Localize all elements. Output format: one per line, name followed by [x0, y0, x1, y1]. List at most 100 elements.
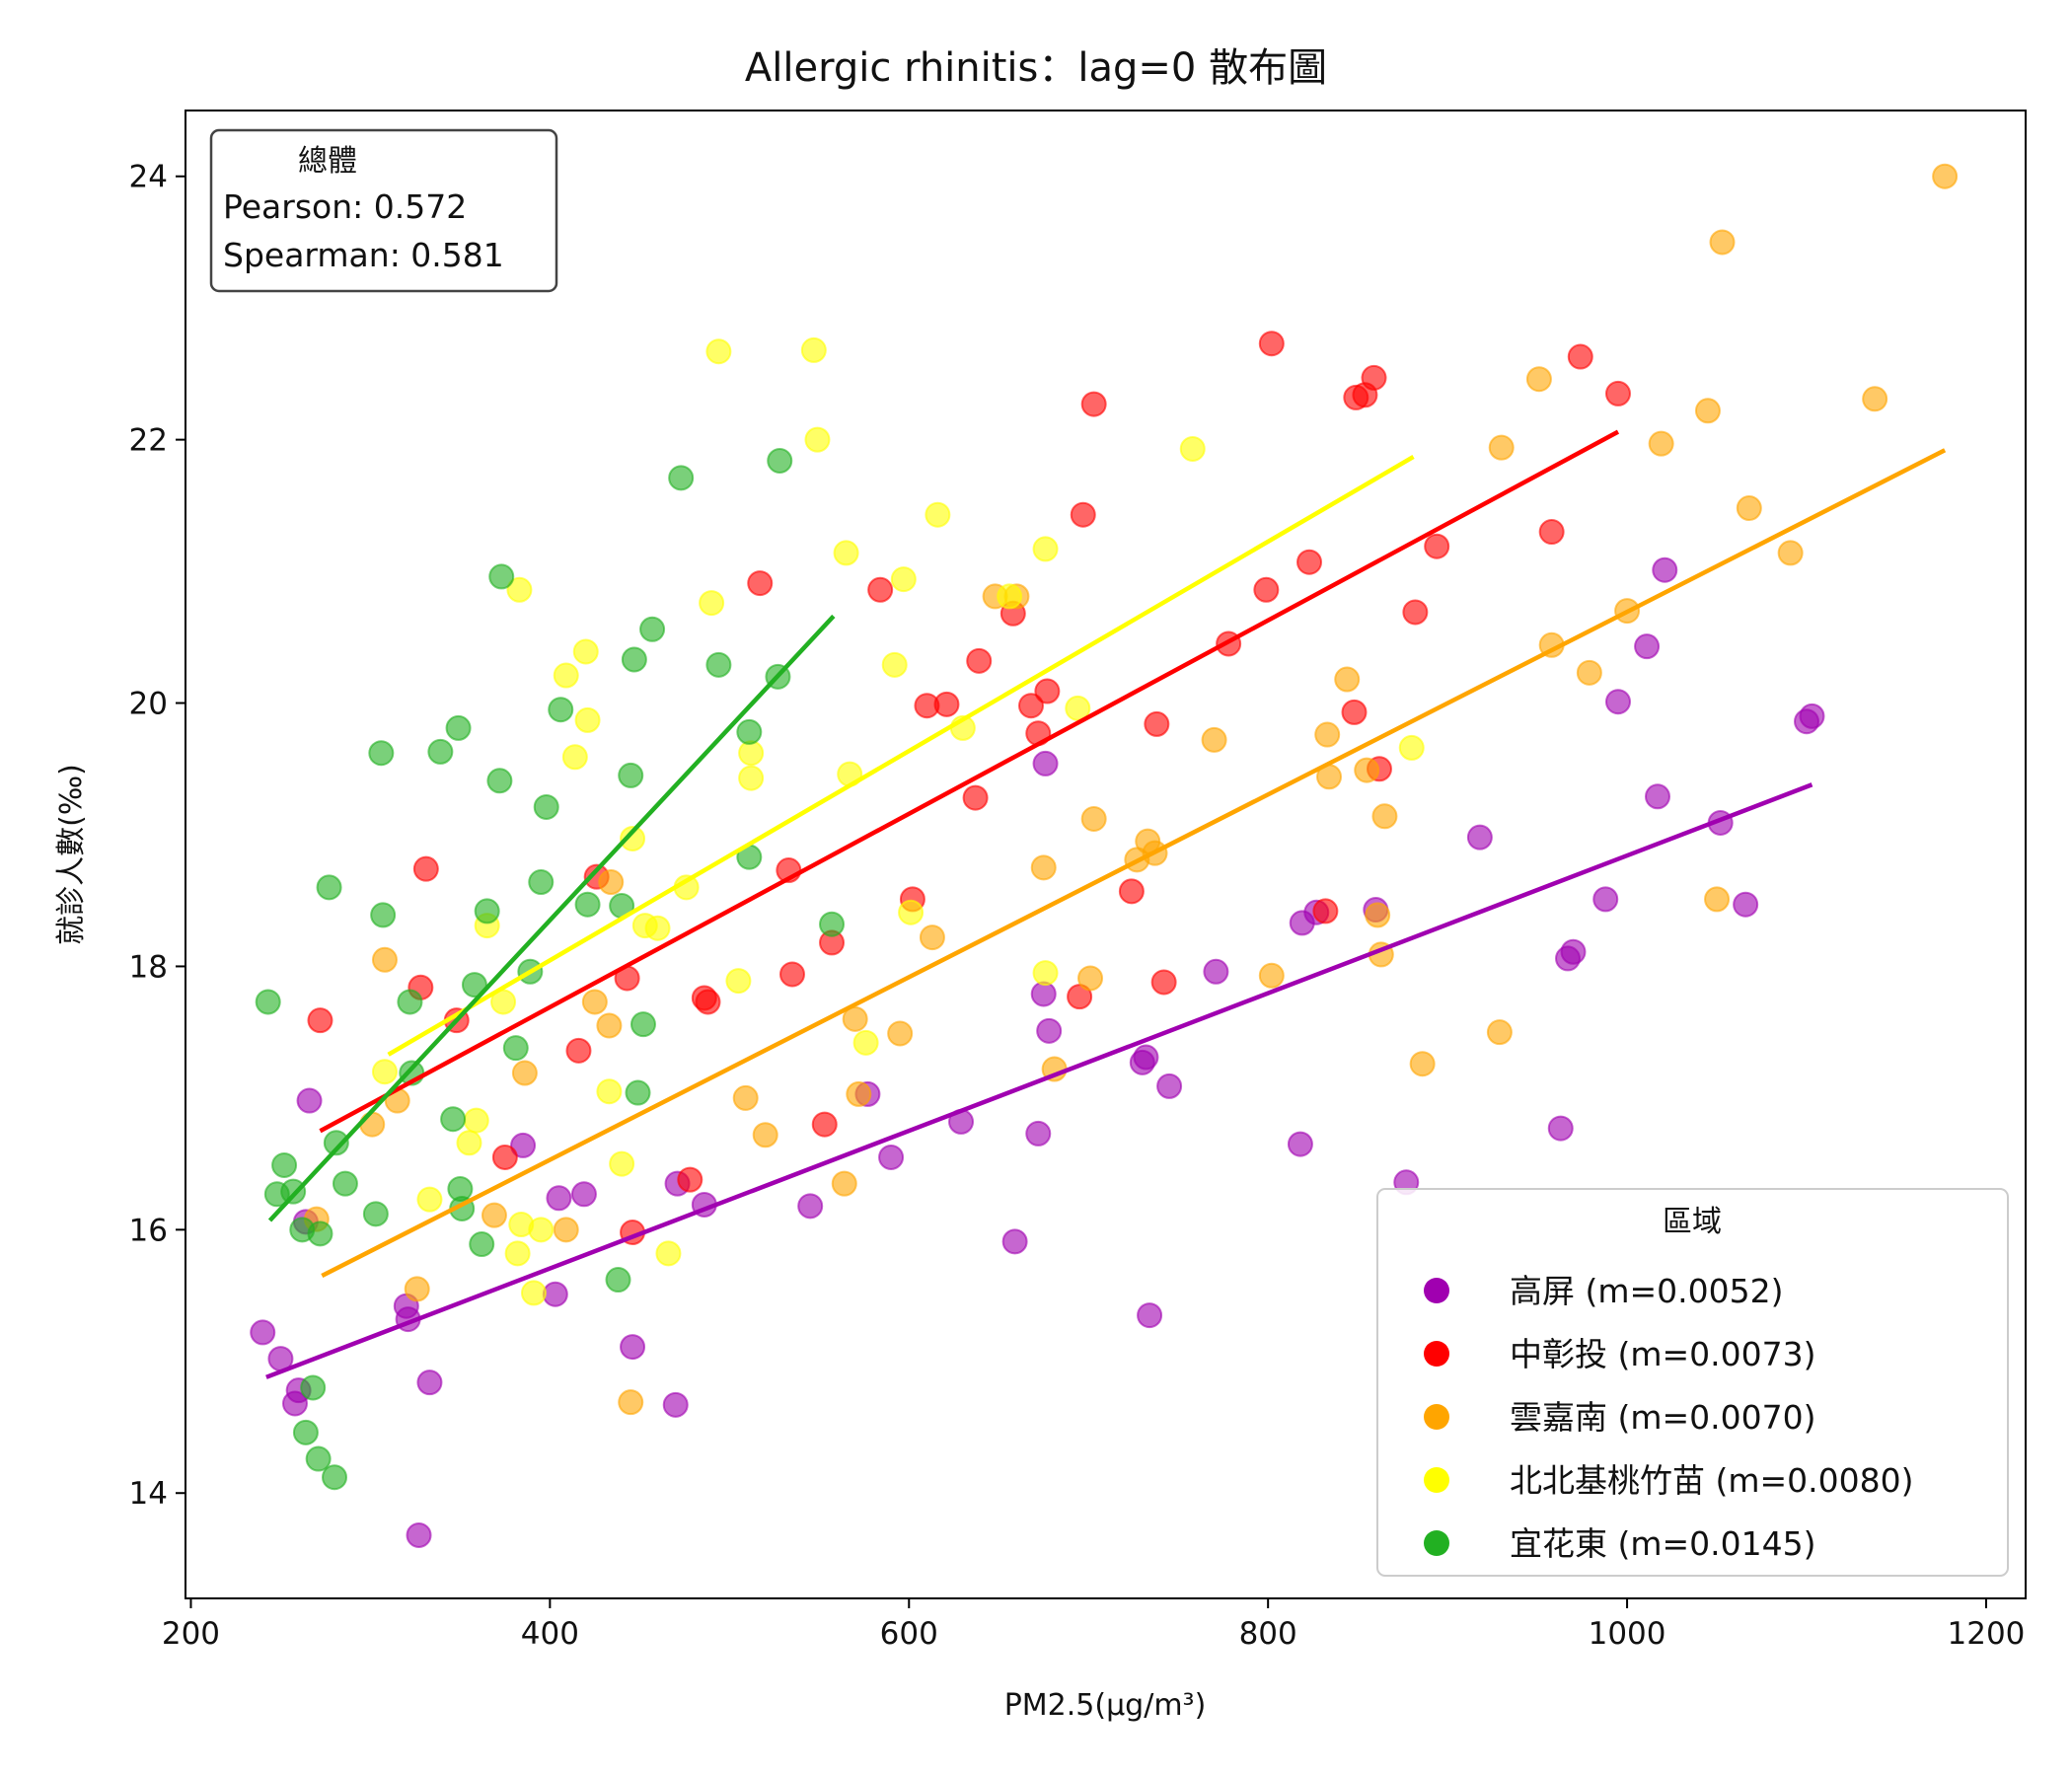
y-tick-label: 14: [129, 1476, 168, 1512]
scatter-point: [1604, 689, 1631, 715]
scatter-point: [486, 768, 513, 794]
scatter-point: [1354, 757, 1380, 783]
scatter-point: [621, 646, 647, 673]
scatter-point: [1258, 331, 1285, 357]
legend: 區域 高屏 (m=0.0052) 中彰投 (m=0.0073) 雲嘉南 (m=0.0…: [1376, 1188, 2009, 1577]
scatter-point: [1080, 391, 1107, 417]
scatter-point: [1538, 519, 1565, 546]
legend-marker: [1424, 1278, 1449, 1303]
pearson-value: Pearson: 0.572: [223, 187, 467, 226]
y-axis-ticks: 14 16 18 20 22 24: [129, 160, 185, 1512]
scatter-point: [890, 566, 917, 593]
scatter-point: [1709, 229, 1736, 256]
scatter-point: [618, 1389, 644, 1416]
scatter-point: [1694, 398, 1721, 424]
plot-frame: [185, 110, 2027, 1599]
scatter-point: [881, 651, 908, 678]
stats-box-title: 總體: [298, 144, 357, 179]
y-tick-label: 16: [129, 1213, 168, 1248]
scatter-point: [1862, 386, 1888, 412]
scatter-point: [316, 874, 342, 901]
scatter-point: [677, 1166, 703, 1193]
scatter-point: [511, 1060, 538, 1086]
scatter-point: [1032, 536, 1059, 562]
legend-marker: [1424, 1404, 1449, 1430]
scatter-point: [1652, 556, 1678, 583]
scatter-point: [416, 1186, 443, 1213]
scatter-point: [738, 740, 765, 767]
scatter-point: [842, 1005, 868, 1032]
x-axis-label: PM2.5(μg/m³): [1004, 1688, 1207, 1723]
legend-title: 區域: [1663, 1205, 1722, 1239]
scatter-point: [574, 891, 601, 918]
scatter-point: [852, 1029, 879, 1056]
scatter-point: [1203, 958, 1229, 985]
scatter-point: [300, 1374, 327, 1401]
scatter-point: [1070, 501, 1096, 528]
scatter-point: [1034, 678, 1061, 704]
scatter-point: [1312, 898, 1339, 925]
scatter-point: [474, 898, 500, 925]
scatter-point: [488, 563, 515, 590]
scatter-point: [598, 869, 625, 896]
scatter-point: [705, 651, 732, 678]
fit-line: [321, 448, 1947, 1279]
scatter-point: [1365, 902, 1391, 928]
scatter-point: [1314, 721, 1341, 748]
spearman-value: Spearman: 0.581: [223, 236, 504, 274]
scatter-point: [1361, 364, 1387, 391]
stats-box: 總體 Pearson: 0.572 Spearman: 0.581: [209, 128, 558, 293]
scatter-point: [570, 1181, 597, 1208]
scatter-point: [620, 1334, 646, 1361]
legend-marker: [1424, 1467, 1449, 1493]
scatter-point: [427, 738, 454, 765]
scatter-point: [767, 447, 793, 474]
scatter-point: [296, 1087, 323, 1114]
fit-line: [267, 614, 836, 1222]
scatter-point: [655, 1240, 682, 1267]
scatter-point: [528, 869, 555, 896]
y-tick-label: 20: [129, 687, 168, 722]
scatter-point: [1201, 726, 1227, 753]
scatter-point: [644, 915, 671, 941]
x-tick-label: 600: [880, 1616, 938, 1652]
scatter-point: [1488, 434, 1515, 461]
scatter-point: [800, 336, 827, 363]
scatter-point: [307, 1221, 333, 1247]
scatter-point: [397, 989, 423, 1015]
scatter-point: [629, 1011, 656, 1038]
scatter-point: [596, 1012, 623, 1039]
scatter-point: [919, 925, 945, 951]
scatter-point: [1179, 435, 1206, 462]
scatter-point: [1030, 981, 1057, 1007]
scatter-point: [846, 1080, 872, 1107]
scatter-point: [1398, 734, 1425, 761]
scatter-point: [609, 1150, 635, 1177]
y-tick-label: 24: [129, 160, 168, 195]
scatter-point: [1560, 938, 1587, 965]
scatter-point: [332, 1170, 358, 1197]
fit-line: [387, 455, 1415, 1057]
scatter-point: [699, 590, 725, 617]
scatter-point: [371, 1059, 398, 1085]
scatter-point: [1025, 1120, 1052, 1147]
scatter-point: [738, 765, 765, 791]
scatter-point: [752, 1122, 778, 1148]
scatter-point: [1777, 540, 1804, 566]
legend-marker: [1424, 1341, 1449, 1367]
y-tick-label: 22: [129, 423, 168, 459]
scatter-point: [1017, 693, 1044, 719]
scatter-point: [1704, 886, 1731, 913]
scatter-point: [504, 1240, 531, 1267]
scatter-point: [732, 1084, 759, 1111]
scatter-point: [307, 1007, 333, 1034]
scatter-point: [1567, 343, 1593, 370]
x-tick-label: 200: [162, 1616, 220, 1652]
scatter-point: [553, 1217, 579, 1243]
scatter-point: [1402, 599, 1429, 626]
legend-label: 高屏 (m=0.0052): [1510, 1272, 1784, 1310]
scatter-point: [1486, 1019, 1513, 1046]
series-points: [307, 331, 1631, 1246]
scatter-point: [1424, 533, 1450, 559]
scatter-point: [1137, 1302, 1163, 1329]
